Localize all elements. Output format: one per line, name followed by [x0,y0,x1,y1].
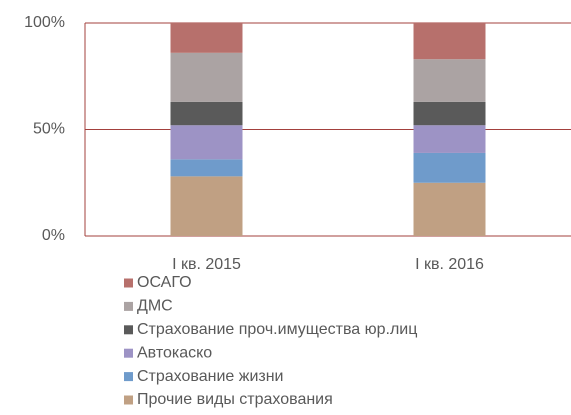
legend-swatch [124,372,133,382]
x-tick-label: I кв. 2016 [415,256,484,273]
bar-segment [413,182,486,236]
bar-segment [170,125,243,160]
legend-label: Страхование жизни [137,368,283,385]
bar-segment [170,101,243,126]
bar-segment [170,159,243,177]
bar-segment [170,176,243,236]
bar-segment [413,59,486,102]
bar-segment [413,125,486,153]
legend-label: ОСАГО [137,274,192,291]
bar-segment [413,152,486,183]
legend-swatch [124,325,133,335]
legend-label: Автокаско [137,344,212,361]
legend-swatch [124,395,133,405]
y-tick-label: 100% [24,14,65,31]
legend-label: ДМС [137,298,173,315]
legend-swatch [124,278,133,288]
bar-segment [170,23,243,53]
y-tick-label: 50% [33,121,65,138]
x-tick-label: I кв. 2015 [172,256,241,273]
bar-segment [413,23,486,60]
legend-label: Прочие виды страхования [137,391,333,408]
y-tick-label: 0% [42,227,65,244]
legend-swatch [124,348,133,358]
legend-label: Страхование проч.имущества юр.лиц [137,321,417,338]
bar-segment [413,101,486,126]
bar-segment [170,52,243,102]
legend-swatch [124,301,133,311]
